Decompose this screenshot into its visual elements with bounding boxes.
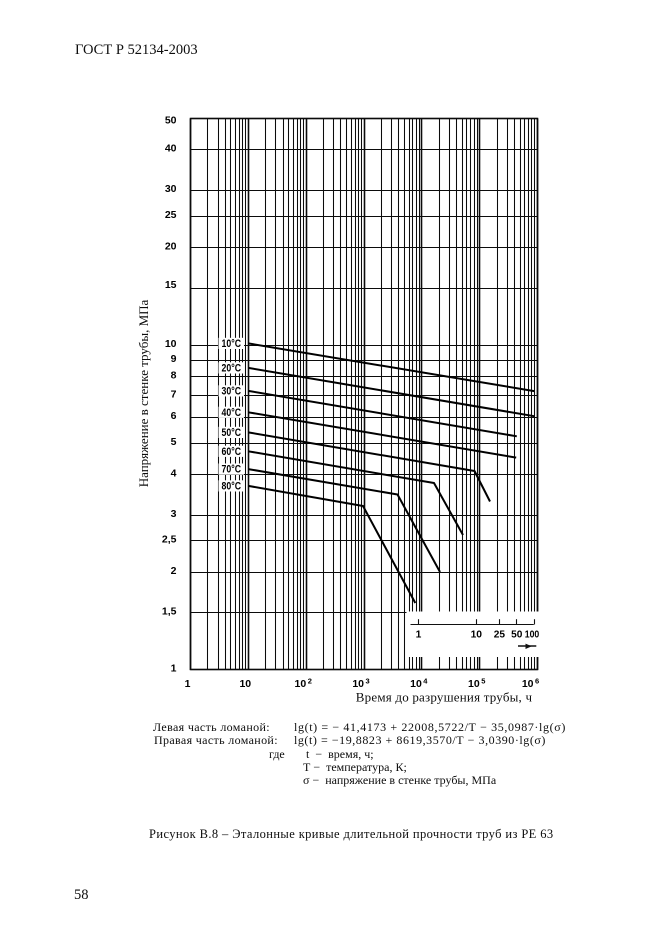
svg-text:106: 10 6	[522, 677, 539, 691]
svg-text:10: 10	[165, 338, 177, 350]
svg-text:10: 10	[239, 678, 251, 690]
svg-text:80°C: 80°C	[222, 481, 242, 493]
svg-text:9: 9	[171, 353, 177, 365]
svg-text:2: 2	[171, 565, 177, 577]
svg-text:5: 5	[171, 436, 177, 448]
svg-text:Время до разрушения трубы, ч: Время до разрушения трубы, ч	[356, 690, 533, 705]
svg-text:30°C: 30°C	[222, 386, 242, 398]
svg-text:40: 40	[165, 143, 177, 155]
svg-text:30: 30	[165, 183, 177, 195]
svg-text:104: 10 4	[410, 677, 428, 691]
svg-text:102: 10 2	[295, 677, 312, 691]
svg-text:Напряжение в стенке трубы, МПа: Напряжение в стенке трубы, МПа	[136, 299, 151, 487]
svg-text:50: 50	[165, 115, 177, 127]
svg-text:1: 1	[185, 678, 191, 690]
svg-text:10: 10	[471, 630, 483, 641]
svg-text:25: 25	[165, 209, 177, 221]
svg-text:1: 1	[171, 663, 177, 675]
svg-text:1,5: 1,5	[162, 606, 177, 618]
svg-text:15: 15	[165, 279, 177, 291]
svg-text:60°C: 60°C	[222, 446, 242, 458]
svg-text:7: 7	[171, 388, 177, 400]
svg-text:2,5: 2,5	[162, 534, 177, 546]
svg-text:103: 10 3	[352, 677, 369, 691]
svg-text:20: 20	[165, 240, 177, 252]
svg-text:50°C: 50°C	[222, 427, 242, 439]
svg-text:50: 50	[511, 630, 523, 641]
svg-text:8: 8	[171, 370, 177, 382]
svg-text:20°C: 20°C	[222, 363, 242, 375]
svg-text:10°C: 10°C	[222, 338, 242, 350]
svg-text:105: 10 5	[468, 677, 485, 691]
svg-text:100: 100	[525, 630, 540, 641]
svg-text:25: 25	[494, 630, 506, 641]
svg-text:3: 3	[171, 508, 177, 520]
svg-text:6: 6	[171, 410, 177, 422]
svg-text:70°C: 70°C	[222, 464, 242, 476]
svg-text:1: 1	[416, 630, 422, 641]
svg-text:4: 4	[171, 467, 177, 479]
svg-text:40°C: 40°C	[222, 407, 242, 419]
